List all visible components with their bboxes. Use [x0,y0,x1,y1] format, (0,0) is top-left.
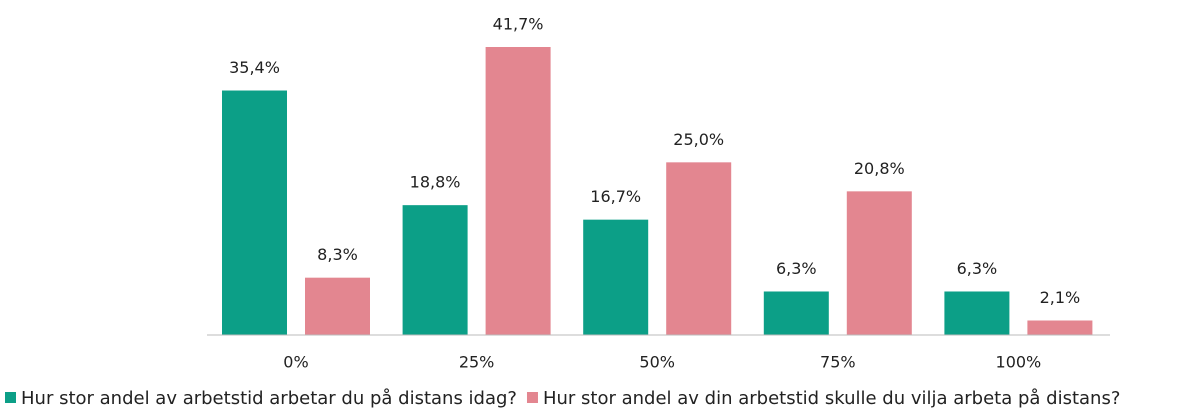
bar [485,47,551,335]
bar [1027,320,1093,335]
bar [222,90,287,335]
data-label: 2,1% [1040,288,1081,307]
data-label: 20,8% [854,159,905,178]
bar [583,219,649,335]
data-label: 41,7% [493,15,544,34]
bar [402,205,468,335]
x-tick-label: 75% [820,353,856,372]
x-tick-label: 0% [283,353,308,372]
legend-label: Hur stor andel av arbetstid arbetar du p… [21,388,517,409]
x-tick-label: 100% [996,353,1042,372]
bar [305,277,370,335]
data-label: 6,3% [957,259,998,278]
bar [944,291,1010,335]
data-label: 25,0% [673,130,724,149]
data-label: 35,4% [229,58,280,77]
legend-swatch [5,392,16,403]
x-tick-label: 25% [459,353,495,372]
bar [846,191,912,335]
x-tick-label: 50% [639,353,675,372]
legend-label: Hur stor andel av din arbetstid skulle d… [543,388,1120,409]
bar [763,291,829,335]
data-label: 8,3% [317,245,358,264]
legend-swatch [526,392,538,403]
data-label: 18,8% [410,173,461,192]
data-label: 16,7% [590,187,641,206]
bar [666,162,732,335]
data-label: 6,3% [776,259,817,278]
